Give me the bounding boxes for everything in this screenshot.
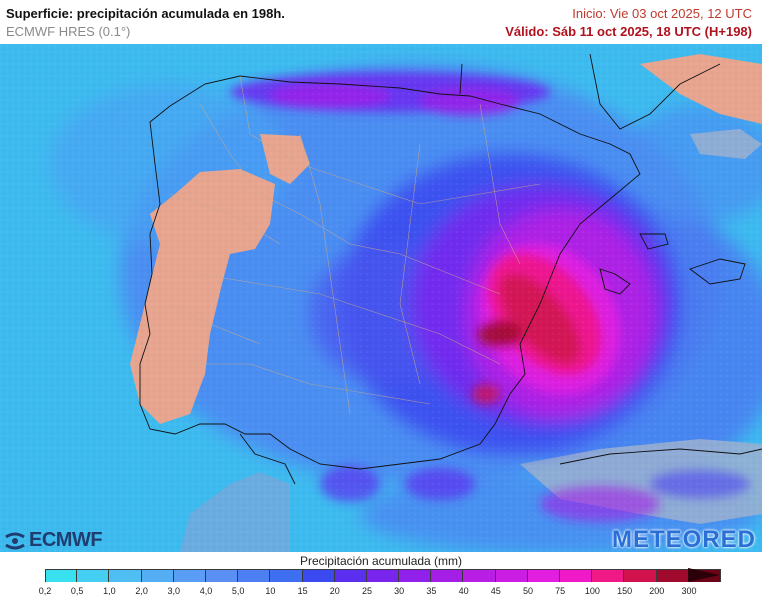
legend-label: 2,0 [135,586,148,596]
legend-swatch [495,570,528,582]
precipitation-map[interactable] [0,44,762,552]
legend-label: 4,0 [199,586,213,596]
legend-label: 15 [297,586,308,596]
legend-label: 0,5 [70,586,84,596]
legend-swatch [463,570,496,582]
legend-swatch [173,570,206,582]
legend-swatch [656,570,689,582]
legend-swatch [109,570,142,582]
legend-label: 25 [361,586,373,596]
legend-label: 0,2 [38,586,52,596]
legend-swatch [431,570,464,582]
legend-label: 3,0 [167,586,181,596]
legend-label: 30 [394,586,405,596]
legend-swatch [624,570,657,582]
legend-label: 75 [555,586,566,596]
legend-label: 40 [458,586,469,596]
model-name: ECMWF HRES (0.1°) [6,24,131,39]
legend-swatch [238,570,271,582]
legend-label: 5,0 [231,586,245,596]
legend-swatch [560,570,593,582]
ecmwf-logo-icon [4,532,26,550]
ecmwf-logo: ECMWF [4,529,103,552]
legend-swatch [270,570,303,582]
legend-title: Precipitación acumulada (mm) [299,554,463,568]
legend-swatch [205,570,239,582]
legend-label: 10 [265,586,276,596]
coastline [139,53,762,485]
legend-label: 150 [617,586,633,596]
legend-swatch [45,570,78,582]
legend-label: 45 [490,586,501,596]
legend-swatch [527,570,560,582]
legend-label: 1,0 [103,586,116,596]
legend-label: 35 [426,586,437,596]
legend-swatch [141,570,174,582]
legend-label: 50 [522,586,534,596]
region-borders [169,75,541,415]
legend-swatch [592,570,625,582]
ecmwf-logo-text: ECMWF [29,529,103,551]
legend-label: 20 [329,586,340,596]
map-title: Superficie: precipitación acumulada en 1… [6,6,285,21]
legend-label: 100 [584,586,600,596]
map-canvas [0,44,762,552]
header: Superficie: precipitación acumulada en 1… [0,0,762,44]
legend-swatch [399,570,432,582]
legend-label: 200 [649,586,665,596]
legend-swatch [334,570,367,582]
legend-swatch [302,570,335,582]
legend-label: 300 [681,586,697,596]
legend-arrow-icon [688,568,720,582]
init-time: Inicio: Vie 03 oct 2025, 12 UTC [572,6,752,21]
valid-time: Válido: Sáb 11 oct 2025, 18 UTC (H+198) [505,24,752,39]
meteored-logo: METEORED [611,526,756,553]
legend-swatch [77,570,110,582]
color-legend [45,569,721,582]
legend-swatch [366,570,400,582]
